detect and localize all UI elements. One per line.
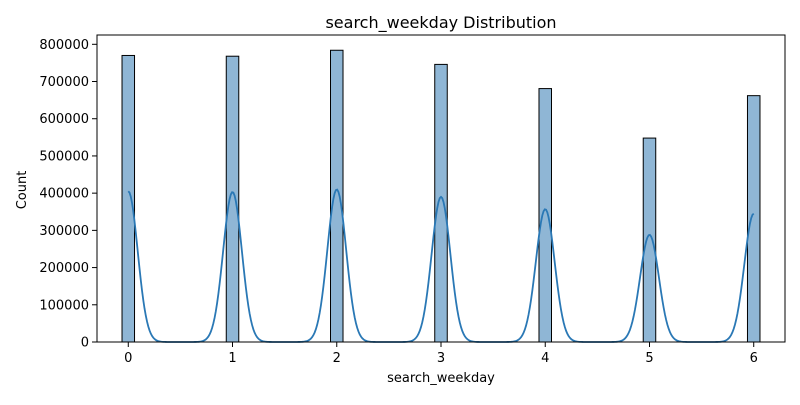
bar-weekday-6 (746, 95, 761, 343)
x-axis: 0 1 2 3 4 5 6 (124, 342, 758, 366)
x-tick-label: 5 (645, 351, 653, 366)
bar-weekday-5 (642, 137, 657, 343)
y-tick-label: 500000 (39, 149, 89, 164)
x-tick-label: 6 (750, 351, 758, 366)
x-tick-label: 4 (541, 351, 549, 366)
x-axis-label: search_weekday (387, 371, 495, 386)
chart-title: search_weekday Distribution (325, 13, 556, 33)
y-tick-label: 200000 (39, 261, 89, 276)
y-tick-label: 100000 (39, 298, 89, 313)
x-tick-label: 2 (333, 351, 341, 366)
kde-line (127, 188, 755, 343)
x-tick-label: 1 (228, 351, 236, 366)
bars-group (121, 49, 761, 343)
y-tick-label: 0 (81, 336, 89, 351)
bar-weekday-0 (121, 54, 136, 343)
bar-weekday-2 (330, 49, 344, 343)
x-tick-label: 0 (124, 351, 132, 366)
bar-weekday-3 (434, 63, 448, 343)
y-tick-label: 700000 (39, 75, 89, 90)
x-tick-label: 3 (437, 351, 445, 366)
y-tick-label: 400000 (39, 187, 89, 202)
y-tick-label: 300000 (39, 224, 89, 239)
y-axis: 0 100000 200000 300000 400000 500000 600000 700… (39, 38, 97, 351)
y-tick-label: 600000 (39, 112, 89, 127)
bar-weekday-1 (225, 55, 240, 343)
bar-weekday-4 (538, 88, 552, 343)
y-tick-label: 800000 (39, 38, 89, 53)
y-axis-label: Count (15, 171, 30, 210)
